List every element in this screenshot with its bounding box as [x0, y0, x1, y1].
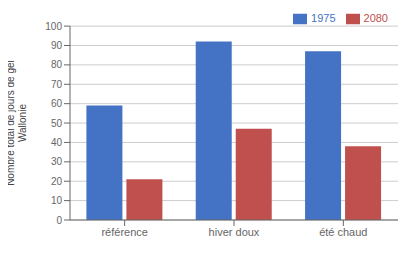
svg-text:60: 60: [51, 98, 63, 109]
svg-text:hiver doux: hiver doux: [209, 226, 260, 238]
svg-text:50: 50: [51, 118, 63, 129]
svg-text:30: 30: [51, 156, 63, 167]
svg-text:20: 20: [51, 176, 63, 187]
svg-text:Nombre total de jours de gelWa: Nombre total de jours de gelWallonie: [8, 60, 28, 186]
svg-text:0: 0: [56, 215, 62, 226]
html-text:2080: 2080: [363, 12, 388, 24]
svg-text:été chaud: été chaud: [319, 226, 367, 238]
svg-text:référence: référence: [101, 226, 147, 238]
html-text:1975: 1975: [311, 12, 336, 24]
svg-text:70: 70: [51, 79, 63, 90]
svg-text:40: 40: [51, 137, 63, 148]
svg-text:10: 10: [51, 195, 63, 206]
svg-text:100: 100: [45, 21, 62, 32]
svg-text:80: 80: [51, 59, 63, 70]
svg-text:90: 90: [51, 40, 63, 51]
